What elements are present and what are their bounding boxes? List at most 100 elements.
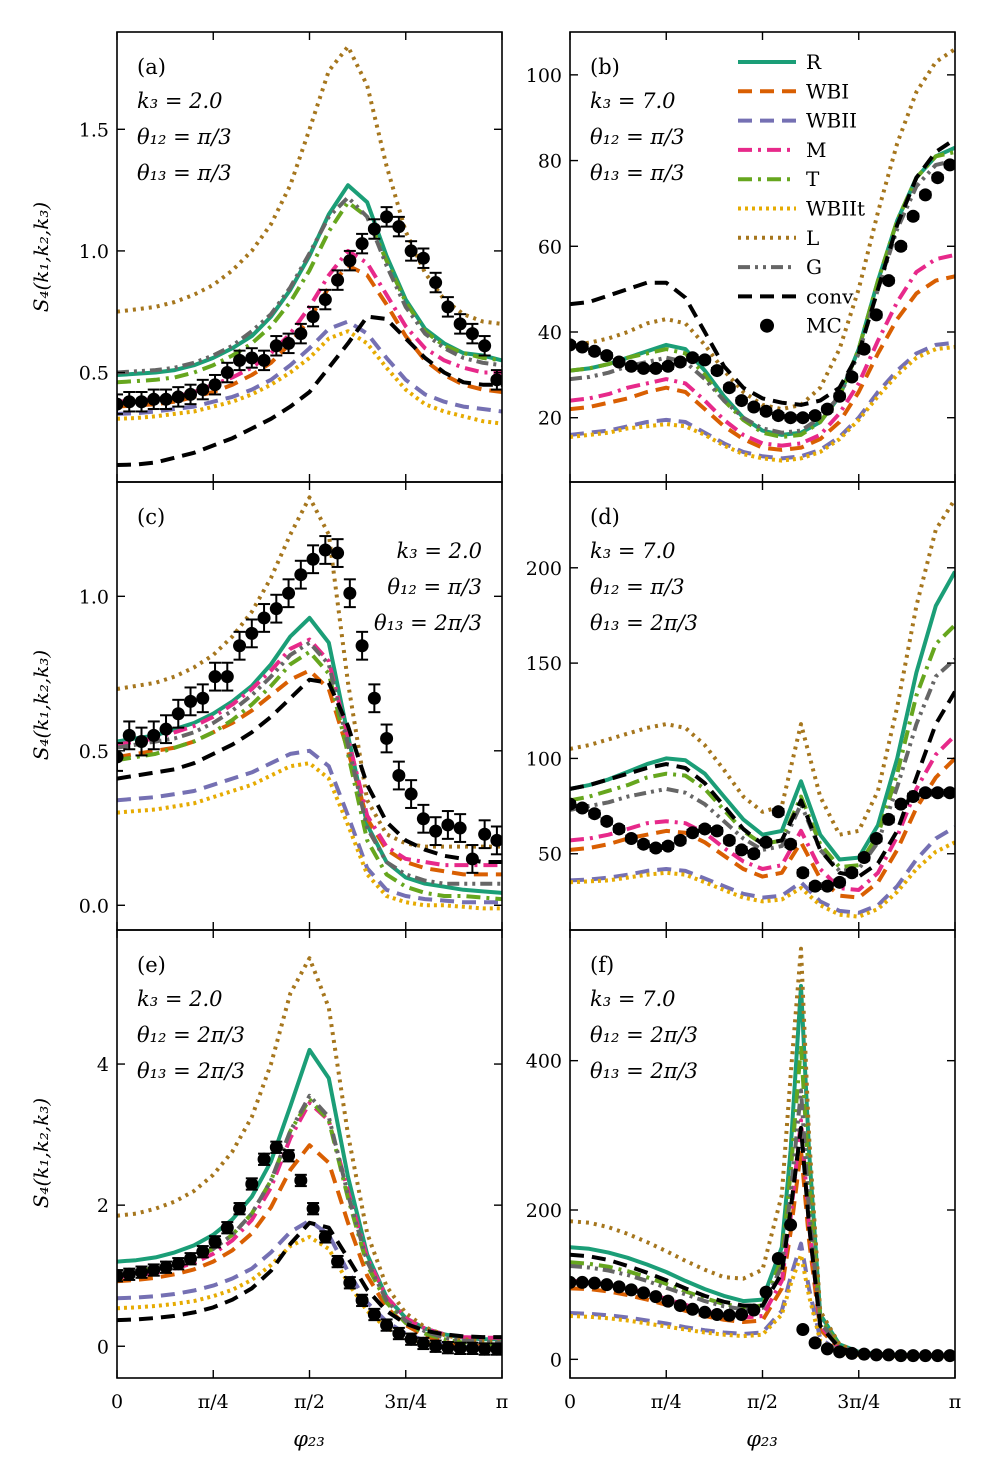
mc-point (159, 392, 173, 406)
y-tick-label: 1.0 (79, 241, 109, 263)
panel-annotation: θ₁₂ = 2π/3 (137, 1023, 245, 1047)
mc-point (833, 875, 847, 889)
mc-point (122, 1267, 136, 1281)
x-tick-label: 0 (111, 1391, 123, 1413)
mc-point (820, 879, 834, 893)
mc-point (117, 397, 124, 411)
panel-label: (c) (137, 505, 165, 529)
series-line-g (117, 1093, 502, 1345)
legend-label: L (806, 226, 819, 250)
y-tick-label: 0 (97, 1336, 109, 1358)
mc-point (478, 339, 492, 353)
series-line-conv (570, 1125, 955, 1358)
mc-point (784, 1218, 798, 1232)
series-line-m (570, 252, 955, 448)
mc-point (257, 353, 271, 367)
mc-point (882, 274, 896, 288)
mc-point (294, 1173, 308, 1187)
mc-point (918, 786, 932, 800)
mc-point (465, 327, 479, 341)
legend-item-l: L (738, 226, 819, 250)
panel-label: (a) (137, 55, 166, 79)
legend-item-wbi: WBI (738, 79, 849, 103)
legend-item-mc: MC (760, 314, 842, 338)
mc-point (380, 210, 394, 224)
series-line-r (117, 615, 502, 895)
mc-point (857, 851, 871, 865)
series-line-wbii (117, 1218, 502, 1351)
mc-point (343, 1276, 357, 1290)
mc-point (233, 353, 247, 367)
mc-point (894, 797, 908, 811)
mc-point (722, 1308, 736, 1322)
mc-point (380, 1318, 394, 1332)
mc-point (735, 843, 749, 857)
mc-point (869, 1348, 883, 1362)
mc-point (570, 797, 577, 811)
mc-point (184, 1252, 198, 1266)
mc-point (570, 338, 577, 352)
mc-point (135, 1265, 149, 1279)
mc-point (710, 364, 724, 378)
panel-annotation: k₃ = 2.0 (137, 987, 223, 1011)
x-tick-label: π (496, 1391, 509, 1413)
mc-point (184, 694, 198, 708)
mc-point (257, 1152, 271, 1166)
mc-point (661, 1294, 675, 1308)
series-line-wbiit (117, 761, 502, 911)
x-axis-label-right: φ₂₃ (746, 1427, 778, 1451)
mc-point (465, 1341, 479, 1355)
mc-point (710, 824, 724, 838)
mc-point (600, 814, 614, 828)
mc-point (796, 411, 810, 425)
mc-point (588, 344, 602, 358)
panel-a-plot-area (117, 44, 502, 467)
mc-point (380, 731, 394, 745)
mc-point (147, 1263, 161, 1277)
mc-point (245, 1177, 259, 1191)
legend-item-m: M (738, 138, 826, 162)
mc-point (820, 402, 834, 416)
mc-point (117, 1269, 124, 1283)
mc-point (343, 586, 357, 600)
mc-point (771, 805, 785, 819)
mc-point (588, 1276, 602, 1290)
panel-c: 0.0 0.5 1.0 (c) k₃ = 2.0 θ₁₂ = π/3 θ₁₃ = 2π/3 (79, 481, 503, 931)
mc-point (404, 244, 418, 258)
legend-item-conv: conv (738, 284, 854, 308)
legend-label: WBI (806, 79, 849, 103)
mc-point (894, 1349, 908, 1363)
panel-annotation: θ₁₂ = π/3 (387, 575, 482, 599)
mc-point (331, 1255, 345, 1269)
mc-point (637, 361, 651, 375)
panel-annotation: θ₁₂ = 2π/3 (590, 1023, 698, 1047)
series-line-wbiit (570, 1252, 955, 1359)
panel-annotation: θ₁₃ = 2π/3 (590, 1059, 698, 1083)
mc-point (784, 837, 798, 851)
panel-e: 0 2 4 0 π/4 π/2 3π/4 π (e) k₃ = 2.0 θ₁₂ = 2π/3 θ₁₃ … (97, 929, 509, 1413)
panel-f-plot-area (570, 946, 955, 1363)
x-tick-label: π/4 (198, 1391, 229, 1413)
panel-annotation: θ₁₃ = 2π/3 (374, 611, 482, 635)
mc-point (282, 336, 296, 350)
x-tick-label: π/2 (747, 1391, 778, 1413)
series-line-g (117, 195, 502, 375)
mc-point (416, 251, 430, 265)
mc-point (367, 691, 381, 705)
series-line-wbii (117, 319, 502, 416)
mc-point (269, 602, 283, 616)
mc-point (184, 387, 198, 401)
legend-label: G (806, 255, 822, 279)
mc-point (306, 552, 320, 566)
panel-annotation: θ₁₂ = π/3 (137, 125, 232, 149)
mc-point (233, 639, 247, 653)
mc-point (759, 1285, 773, 1299)
mc-point (722, 833, 736, 847)
mc-point (661, 839, 675, 853)
mc-point (771, 1252, 785, 1266)
panel-label: (d) (590, 505, 620, 529)
mc-point (575, 801, 589, 815)
series-line-wbi (117, 668, 502, 877)
